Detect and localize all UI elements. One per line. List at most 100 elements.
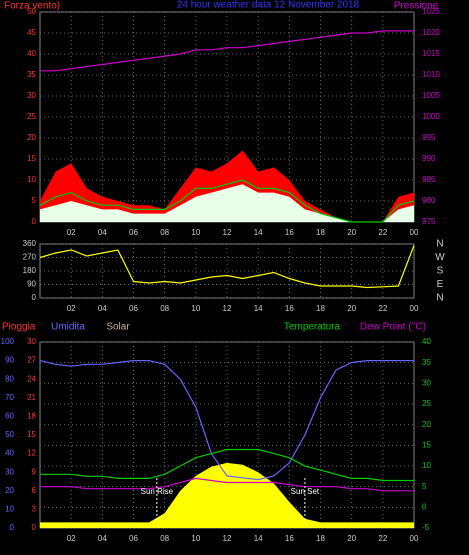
x-tick-label: 04 [98,304,107,313]
legend-label: Temperatura [284,322,341,333]
y-tick-label: 90 [5,356,14,365]
x-tick-label: 00 [410,304,419,313]
line-series [40,477,414,492]
y-tick-label: 15 [27,154,36,163]
y-tick-label: 6 [32,486,37,495]
y-tick-label: 20 [27,133,36,142]
legend-label: Umidita [51,322,85,333]
y-tick-label: 995 [422,133,436,142]
y-tick-label: 45 [27,28,36,37]
y-tick-label: 27 [27,356,36,365]
y-tick-label: 1005 [422,91,440,100]
y-tick-label: 12 [27,449,36,458]
x-tick-label: 18 [316,228,325,237]
area-series [40,184,414,222]
x-tick-label: 14 [254,534,263,543]
y-tick-label: 20 [5,486,14,495]
x-tick-label: 14 [254,304,263,313]
y-tick-label: 5 [32,196,37,205]
x-tick-label: 06 [129,304,138,313]
y-tick-label: 0 [32,293,37,302]
x-tick-label: 00 [410,228,419,237]
y-tick-label: 35 [422,358,431,367]
x-tick-label: 22 [378,304,387,313]
y-tick-label: 20 [422,420,431,429]
x-tick-label: 22 [378,534,387,543]
y-tick-label: 40 [422,337,431,346]
line-series [39,360,414,481]
legend-label: Solar [106,322,130,333]
x-tick-label: 16 [285,304,294,313]
y-tick-label: 3 [32,505,37,514]
y3-axis-label: Pioggia [2,322,36,333]
y-tick-label: 25 [27,112,36,121]
y-tick-label: 21 [27,393,36,402]
x-tick-label: 16 [285,534,294,543]
area-series [40,462,414,528]
area-series [40,150,414,222]
y-tick-label: 25 [422,399,431,408]
x-tick-label: 06 [129,228,138,237]
direction-label: S [437,266,444,277]
x-tick-label: 18 [316,534,325,543]
direction-label: N [436,293,443,304]
x-tick-label: 00 [410,534,419,543]
y-tick-label: 30 [27,91,36,100]
x-tick-label: 16 [285,228,294,237]
y-tick-label: 100 [1,337,15,346]
x-tick-label: 22 [378,228,387,237]
annotation: Sun Set [291,487,320,496]
y-axis-label: Forza vento) [4,1,60,12]
y2-axis-label: Pressione [394,1,439,12]
x-tick-label: 12 [223,228,232,237]
line-series [40,30,414,72]
y-tick-label: 50 [5,430,14,439]
y-tick-label: 40 [5,449,14,458]
y-tick-label: 1025 [422,7,440,16]
y-tick-label: 1015 [422,49,440,58]
y-tick-label: 70 [5,393,14,402]
y-tick-label: 180 [23,266,37,275]
direction-label: E [437,279,444,290]
x-tick-label: 06 [129,534,138,543]
legend-label: Dew Point (°C) [360,322,426,333]
y-tick-label: 18 [27,412,36,421]
x-tick-label: 08 [160,534,169,543]
chart-title: 24 hour weather data 12 November 2018 [177,0,360,11]
x-tick-label: 08 [160,228,169,237]
y-tick-label: 35 [27,70,36,79]
x-tick-label: 02 [67,228,76,237]
y-tick-label: 90 [27,280,36,289]
x-tick-label: 14 [254,228,263,237]
y-tick-label: 975 [422,217,436,226]
y-tick-label: 24 [27,374,36,383]
x-tick-label: 18 [316,304,325,313]
y-tick-label: 50 [27,7,36,16]
x-tick-label: 02 [67,534,76,543]
line-series [39,245,415,289]
x-tick-label: 10 [191,304,200,313]
line-series [39,179,415,223]
x-tick-label: 20 [347,228,356,237]
y-tick-label: 0 [10,523,15,532]
y-tick-label: 980 [422,196,436,205]
x-tick-label: 04 [98,534,107,543]
y-tick-label: -5 [422,523,430,532]
y-tick-label: 10 [5,505,14,514]
y-tick-label: 60 [5,412,14,421]
y-tick-label: 10 [422,461,431,470]
y-tick-label: 270 [23,253,37,262]
y-tick-label: 30 [27,337,36,346]
x-tick-label: 10 [191,228,200,237]
y-tick-label: 40 [27,49,36,58]
direction-label: W [435,252,445,263]
y-tick-label: 80 [5,374,14,383]
y-tick-label: 10 [27,175,36,184]
y-tick-label: 360 [23,239,37,248]
x-tick-label: 20 [347,534,356,543]
y-tick-label: 9 [32,467,37,476]
y-tick-label: 0 [32,523,37,532]
x-tick-label: 12 [223,304,232,313]
y-tick-label: 1020 [422,28,440,37]
y-tick-label: 985 [422,175,436,184]
